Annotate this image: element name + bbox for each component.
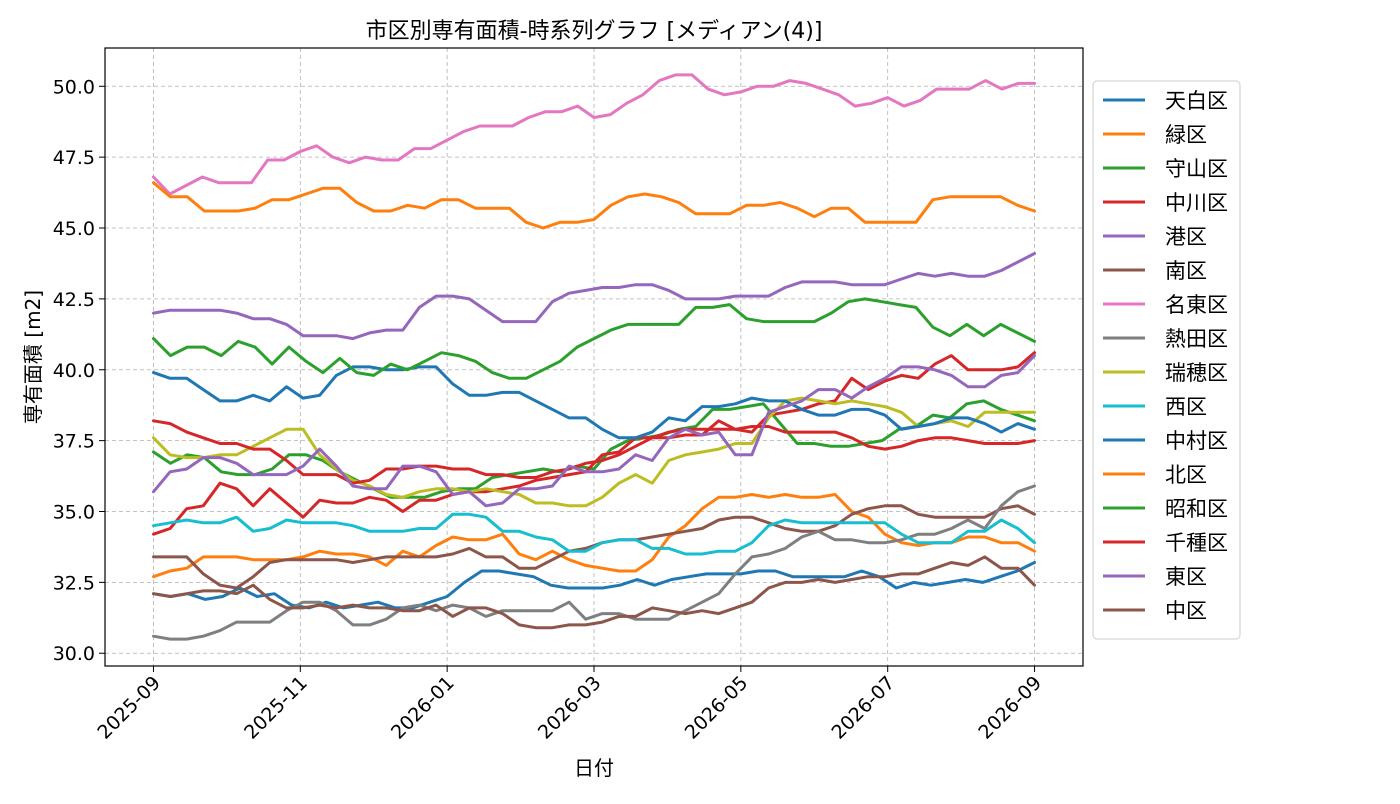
y-tick-label: 30.0 <box>53 643 95 665</box>
legend-label: 西区 <box>1165 395 1207 419</box>
series-line-7 <box>152 484 1036 641</box>
series-line-1 <box>152 493 1036 579</box>
y-tick-label: 35.0 <box>53 502 95 524</box>
legend-label: 中村区 <box>1165 429 1228 453</box>
legend-label: 中川区 <box>1165 191 1228 215</box>
series-line-6 <box>152 73 1036 196</box>
legend-label: 中区 <box>1165 599 1207 623</box>
y-tick-label: 50.0 <box>53 76 95 98</box>
x-tick-label: 2025-11 <box>240 672 312 744</box>
legend-box <box>1092 80 1241 640</box>
legend-label: 北区 <box>1165 463 1207 487</box>
series-line-2 <box>152 399 1036 499</box>
legend-label: 南区 <box>1165 259 1207 283</box>
x-tick-label: 2026-05 <box>681 672 753 744</box>
legend-label: 昭和区 <box>1165 497 1228 521</box>
plot-lines <box>152 73 1036 641</box>
chart-title: 市区別専有面積-時系列グラフ [メディアン(4)] <box>366 19 823 44</box>
series-line-10 <box>152 365 1036 440</box>
series-line-12 <box>152 297 1036 380</box>
x-tick-label: 2025-09 <box>93 672 165 744</box>
legend: 天白区緑区守山区中川区港区南区名東区熱田区瑞穂区西区中村区北区昭和区千種区東区中… <box>1092 80 1241 640</box>
series-line-11 <box>152 181 1036 230</box>
x-axis-label: 日付 <box>574 756 614 780</box>
legend-label: 名東区 <box>1165 293 1228 317</box>
x-tick-label: 2026-03 <box>534 672 606 744</box>
x-tick-label: 2026-01 <box>387 672 459 744</box>
series-line-15 <box>152 555 1036 630</box>
y-axis-label: 専有面積 [m2] <box>21 290 45 424</box>
legend-label: 熱田区 <box>1165 327 1228 351</box>
y-tick-label: 45.0 <box>53 218 95 240</box>
x-axis: 2025-09 2025-11 2026-01 2026-03 2026-05 2026-… <box>93 666 1046 744</box>
y-tick-label: 40.0 <box>53 360 95 382</box>
series-line-4 <box>152 252 1036 341</box>
legend-label: 千種区 <box>1165 531 1228 555</box>
y-tick-label: 42.5 <box>53 289 95 311</box>
legend-label: 緑区 <box>1165 123 1207 147</box>
y-axis: 30.0 32.5 35.0 37.5 40.0 42.5 45.0 47.5 50.0 <box>53 76 105 665</box>
series-line-8 <box>152 396 1036 508</box>
grid <box>105 48 1083 666</box>
legend-label: 東区 <box>1165 565 1207 589</box>
y-tick-label: 32.5 <box>53 572 95 594</box>
legend-label: 天白区 <box>1165 89 1228 113</box>
legend-label: 瑞穂区 <box>1165 361 1228 385</box>
legend-label: 港区 <box>1165 225 1207 249</box>
y-tick-label: 37.5 <box>53 431 95 453</box>
x-tick-label: 2026-07 <box>828 672 900 744</box>
series-line-13 <box>152 419 1036 485</box>
series-line-9 <box>152 512 1036 556</box>
series-line-14 <box>152 354 1036 508</box>
legend-label: 守山区 <box>1165 157 1228 181</box>
x-tick-label: 2026-09 <box>974 672 1046 744</box>
y-tick-label: 47.5 <box>53 147 95 169</box>
